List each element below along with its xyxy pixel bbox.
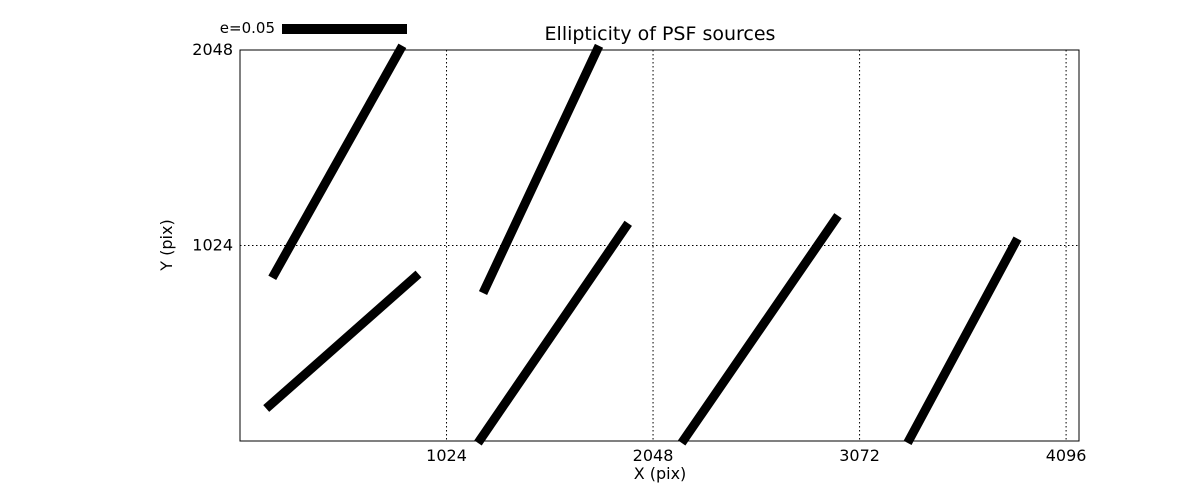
y-tick-label: 2048 — [192, 40, 233, 59]
x-tick-label: 1024 — [426, 446, 467, 465]
plot-frame — [239, 49, 1080, 442]
whisker-segment — [677, 213, 842, 446]
legend: e=0.05 — [220, 19, 407, 37]
y-tick-label: 1024 — [192, 236, 233, 255]
gridlines — [240, 49, 1079, 441]
x-axis-label: X (pix) — [634, 464, 687, 483]
x-tick-label: 4096 — [1046, 446, 1087, 465]
y-tick-labels: 1024 2048 — [192, 40, 233, 255]
whisker-segment — [478, 43, 604, 295]
whisker-segment — [474, 220, 632, 446]
whisker-segment — [903, 236, 1022, 446]
legend-label: e=0.05 — [220, 19, 275, 37]
x-tick-label: 3072 — [839, 446, 880, 465]
y-axis-label: Y (pix) — [157, 219, 176, 271]
x-tick-label: 2048 — [633, 446, 674, 465]
chart-title: Ellipticity of PSF sources — [545, 23, 776, 45]
whisker-segments — [263, 43, 1022, 446]
whisker-segment — [268, 43, 407, 280]
x-tick-labels: 1024 2048 3072 4096 — [426, 446, 1086, 465]
whisker-segment — [263, 270, 422, 412]
